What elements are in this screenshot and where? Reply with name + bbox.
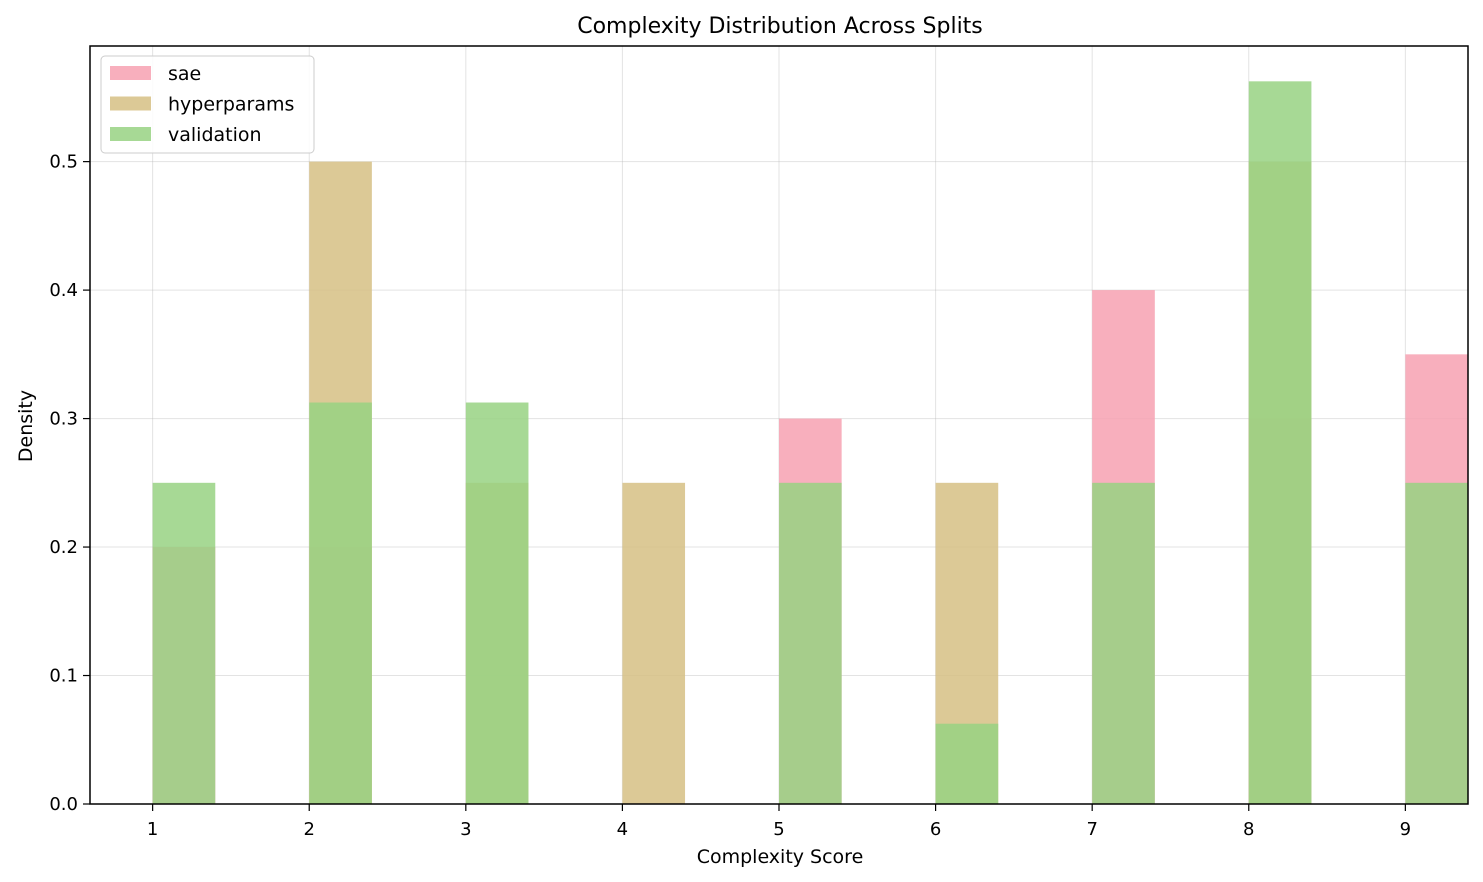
- y-axis-label: Density: [15, 390, 37, 462]
- y-tick-label: 0.3: [49, 409, 78, 430]
- bar-validation-9: [1405, 482, 1468, 804]
- bars: [152, 81, 1468, 804]
- x-tick-label: 1: [147, 819, 158, 840]
- x-axis-label: Complexity Score: [697, 846, 864, 868]
- x-tick-label: 2: [304, 819, 315, 840]
- bar-validation-3: [465, 402, 529, 804]
- legend-box: [100, 55, 315, 154]
- chart-title: Complexity Distribution Across Splits: [577, 14, 983, 39]
- x-tick-label: 8: [1243, 819, 1254, 840]
- y-tick-label: 0.1: [49, 666, 78, 687]
- bar-validation-5: [779, 482, 842, 804]
- legend-swatch-sae: [110, 66, 151, 80]
- x-tick-label: 6: [930, 819, 941, 840]
- x-tick-label: 9: [1400, 819, 1411, 840]
- y-tick-label: 0.4: [49, 280, 78, 301]
- x-tick-label: 3: [460, 819, 471, 840]
- y-tick-label: 0.0: [49, 794, 78, 815]
- bar-validation-8: [1248, 81, 1312, 804]
- bar-validation-6: [935, 723, 999, 804]
- bar-validation-7: [1092, 482, 1155, 804]
- y-tick-label: 0.2: [49, 537, 78, 558]
- x-tick-label: 7: [1086, 819, 1097, 840]
- legend-swatch-validation: [110, 127, 151, 141]
- x-tick-label: 4: [617, 819, 628, 840]
- bar-validation-1: [152, 482, 216, 804]
- y-tick-label: 0.5: [49, 152, 78, 173]
- ticks: 1 2 3 4 5 6 7 8 9 0.0 0.1 0.2 0.3 0.4 0.5: [49, 152, 1411, 840]
- legend-swatch-hyperparams: [110, 96, 151, 111]
- legend-label-hyperparams: hyperparams: [168, 94, 294, 116]
- legend-label-sae: sae: [168, 63, 201, 85]
- legend-label-validation: validation: [168, 124, 262, 146]
- bar-validation-2: [309, 402, 372, 804]
- legend: sae hyperparams validation: [100, 55, 315, 154]
- x-tick-label: 5: [773, 819, 784, 840]
- bar-hyperparams-4: [622, 482, 686, 804]
